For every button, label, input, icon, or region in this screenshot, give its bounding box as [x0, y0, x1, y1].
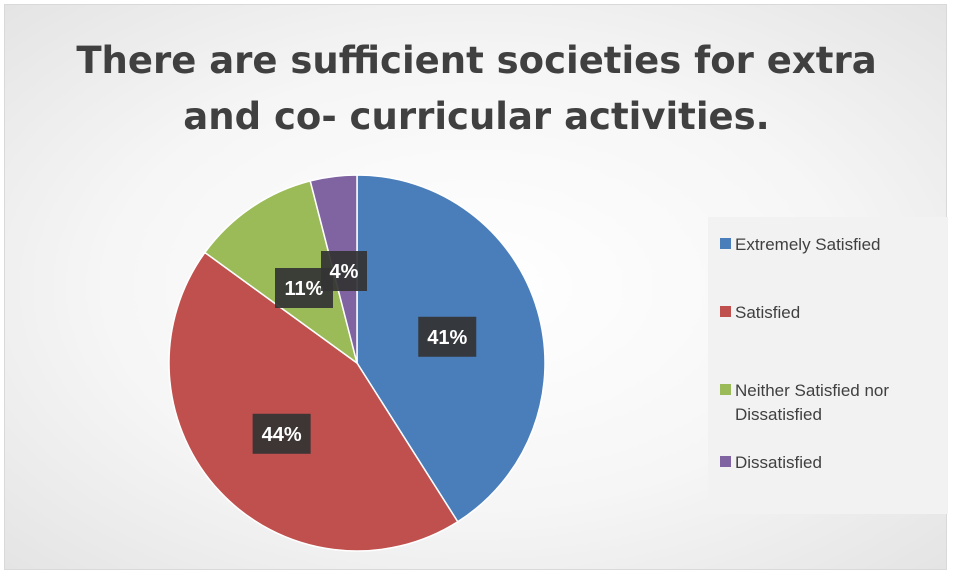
legend-label-extremely-satisfied: Extremely Satisfied [735, 235, 881, 254]
legend-item-neither: Neither Satisfied nor Dissatisfied [720, 379, 946, 427]
data-label-extremely-satisfied: 41% [418, 316, 477, 357]
chart-area: There are sufficient societies for extra… [4, 4, 948, 570]
legend-item-dissatisfied: Dissatisfied [720, 451, 946, 475]
data-label-text-satisfied: 44% [262, 424, 302, 446]
legend-swatch-extremely-satisfied [720, 238, 731, 249]
data-label-text-neither: 11% [285, 278, 324, 300]
data-label-bg-extremely-satisfied [418, 316, 477, 357]
pie-chart: 41% 44% 11% 4% [168, 174, 546, 552]
legend-swatch-satisfied [720, 306, 731, 317]
legend-item-extremely-satisfied: Extremely Satisfied [720, 233, 946, 257]
chart-title: There are sufficient societies for extra… [76, 39, 877, 138]
pie-slice-satisfied [168, 251, 459, 552]
legend-label-dissatisfied: Dissatisfied [735, 453, 822, 472]
legend-label-satisfied: Satisfied [735, 303, 801, 322]
data-label-text-dissatisfied: 4% [330, 261, 359, 283]
legend-swatch-neither [720, 384, 731, 395]
data-label-bg-satisfied [252, 413, 311, 454]
legend: Extremely Satisfied Satisfied Neither Sa… [708, 217, 948, 514]
data-label-bg-dissatisfied [321, 251, 367, 291]
legend-swatch-dissatisfied [720, 456, 731, 467]
legend-item-satisfied: Satisfied [720, 301, 946, 325]
data-label-dissatisfied: 4% [321, 251, 367, 291]
legend-label-neither: Neither Satisfied nor Dissatisfied [735, 381, 890, 424]
data-label-text-extremely-satisfied: 41% [427, 327, 467, 349]
data-label-satisfied: 44% [252, 413, 311, 454]
